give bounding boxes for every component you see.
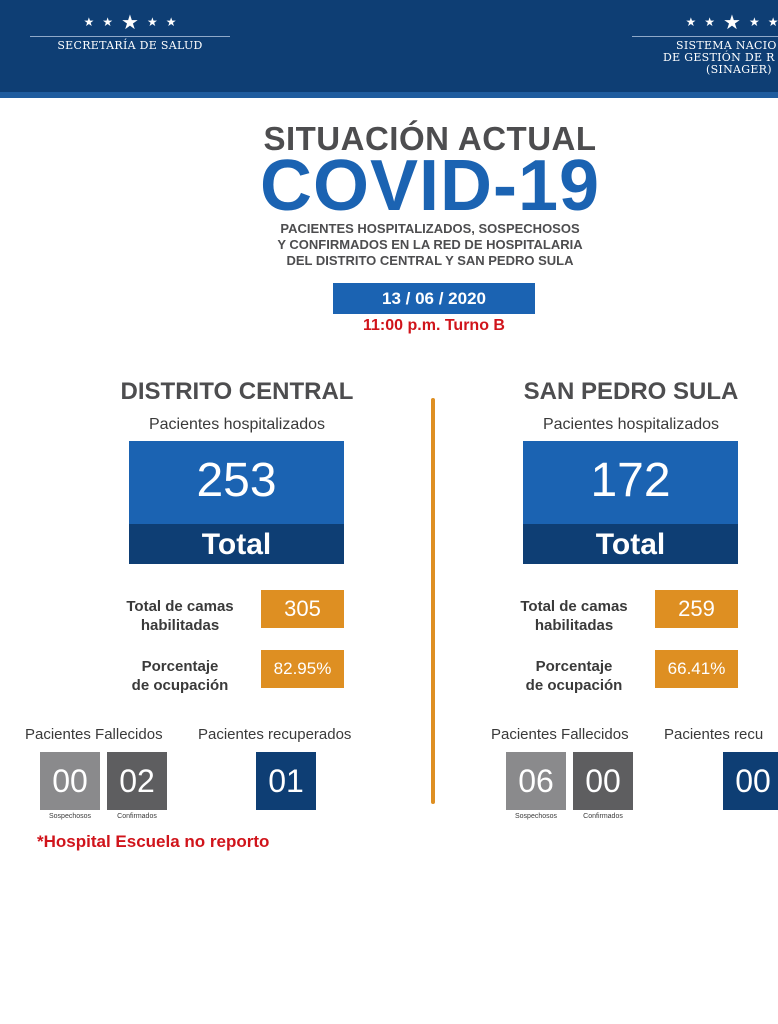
deceased-label: Pacientes Fallecidos	[491, 726, 629, 743]
hospitalized-label: Pacientes hospitalizados	[542, 416, 720, 433]
hospitalized-label: Pacientes hospitalizados	[148, 416, 326, 433]
beds-label-line1: Total de camas	[126, 598, 234, 615]
right-org-line2: DE GESTIÓN DE R	[663, 51, 775, 64]
beds-label: Total de camas habilitadas	[504, 597, 644, 635]
subtitle-line2: Y CONFIRMADOS EN LA RED DE HOSPITALARIA	[277, 237, 583, 252]
hospitalized-total-card: 253 Total	[129, 441, 344, 564]
suspected-caption: Sospechosos	[48, 813, 92, 820]
hospitalized-count: 172	[590, 454, 671, 507]
beds-value: 305	[261, 590, 344, 628]
region-distrito-central: DISTRITO CENTRAL Pacientes hospitalizado…	[0, 378, 420, 878]
recovered-tile: 00	[723, 752, 778, 810]
region-san-pedro-sula: SAN PEDRO SULA Pacientes hospitalizados …	[394, 378, 778, 878]
subtitle-line3: DEL DISTRITO CENTRAL Y SAN PEDRO SULA	[286, 253, 574, 268]
confirmed-caption: Confirmados	[583, 813, 623, 820]
suspected-caption: Sospechosos	[514, 813, 558, 820]
top-banner: ★ ★ ★ ★ ★ SECRETARÍA DE SALUD ★ ★ ★ ★ ★ SISTEMA …	[0, 0, 778, 92]
occupancy-label-line2: de ocupación	[525, 677, 623, 694]
title-situacion: SITUACIÓN ACTUAL	[263, 120, 597, 157]
region-title: SAN PEDRO SULA	[523, 378, 739, 405]
footnote: *Hospital Escuela no reporto	[37, 832, 270, 851]
beds-label-line2: habilitadas	[140, 617, 220, 634]
shift-label: 11:00 p.m. Turno B	[363, 317, 505, 334]
stars-icon: ★ ★ ★ ★ ★	[83, 10, 177, 34]
occupancy-label-line1: Porcentaje	[141, 658, 219, 675]
recovered-label: Pacientes recu	[664, 726, 764, 743]
beds-value: 259	[655, 590, 738, 628]
date-badge: 13 / 06 / 2020	[333, 283, 535, 314]
title-covid: COVID-19	[259, 146, 601, 226]
right-org-line3: (SINAGER)	[706, 63, 772, 76]
header-accent-line	[0, 92, 778, 98]
occupancy-label: Porcentaje de ocupación	[110, 657, 250, 695]
recovered-tile: 01	[256, 752, 316, 810]
deceased-confirmed-tile: 02	[107, 752, 167, 810]
stars-icon: ★ ★ ★ ★ ★	[685, 10, 778, 34]
occupancy-value: 82.95%	[261, 650, 344, 688]
hospitalized-count: 253	[196, 454, 277, 507]
total-label: Total	[129, 524, 344, 564]
occupancy-value: 66.41%	[655, 650, 738, 688]
confirmed-caption: Confirmados	[117, 813, 157, 820]
deceased-confirmed-tile: 00	[573, 752, 633, 810]
deceased-label: Pacientes Fallecidos	[25, 726, 163, 743]
occupancy-label-line1: Porcentaje	[535, 658, 613, 675]
logo-rule	[632, 36, 778, 37]
health-secretary-logo: ★ ★ ★ ★ ★ SECRETARÍA DE SALUD	[30, 12, 230, 52]
beds-label-line1: Total de camas	[520, 598, 628, 615]
subtitle: PACIENTES HOSPITALIZADOS, SOSPECHOSOS Y …	[230, 221, 630, 269]
occupancy-label: Porcentaje de ocupación	[504, 657, 644, 695]
occupancy-label-line2: de ocupación	[131, 677, 229, 694]
right-org-line1: SISTEMA NACIO	[676, 39, 777, 52]
sinager-logo: ★ ★ ★ ★ ★ SISTEMA NACIO DE GESTIÓN DE R (SIN…	[632, 12, 778, 76]
hospitalized-total-card: 172 Total	[523, 441, 738, 564]
center-divider	[431, 398, 435, 804]
left-org-name: SECRETARÍA DE SALUD	[57, 39, 203, 52]
deceased-suspected-tile: 00	[40, 752, 100, 810]
recovered-label: Pacientes recuperados	[198, 726, 352, 743]
deceased-suspected-tile: 06	[506, 752, 566, 810]
region-title: DISTRITO CENTRAL	[120, 378, 354, 405]
subtitle-line1: PACIENTES HOSPITALIZADOS, SOSPECHOSOS	[280, 221, 580, 236]
beds-label-line2: habilitadas	[534, 617, 614, 634]
total-label: Total	[523, 524, 738, 564]
beds-label: Total de camas habilitadas	[110, 597, 250, 635]
logo-rule	[30, 36, 230, 37]
